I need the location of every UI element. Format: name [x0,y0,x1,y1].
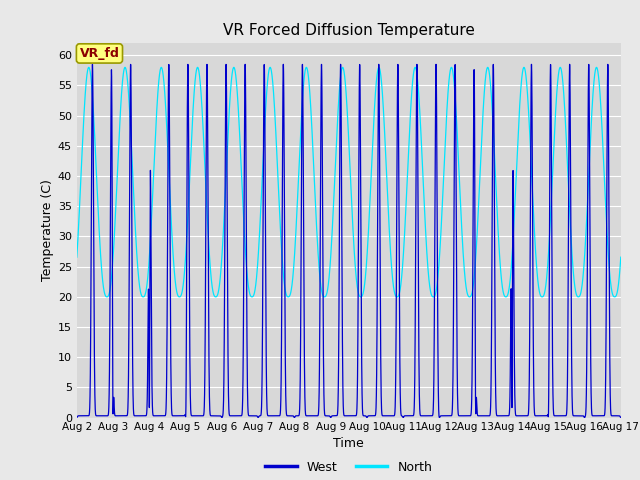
North [594,70,602,75]
West [470,88,478,94]
West [617,415,625,420]
West [330,413,338,419]
Line: North: North [77,67,621,297]
West [486,413,493,419]
North [617,254,625,260]
Legend: West, North: West, North [260,456,437,479]
North [284,294,292,300]
North [588,119,595,125]
North [303,64,310,70]
North [331,183,339,189]
North [471,270,479,276]
Line: West: West [77,64,621,418]
West [588,398,595,404]
West [73,415,81,420]
Y-axis label: Temperature (C): Temperature (C) [41,180,54,281]
West [258,401,266,407]
North [486,75,493,81]
North [258,188,266,194]
X-axis label: Time: Time [333,437,364,450]
Text: VR_fd: VR_fd [79,47,120,60]
North [73,254,81,260]
Title: VR Forced Diffusion Temperature: VR Forced Diffusion Temperature [223,23,475,38]
West [594,413,602,419]
West [566,61,573,67]
